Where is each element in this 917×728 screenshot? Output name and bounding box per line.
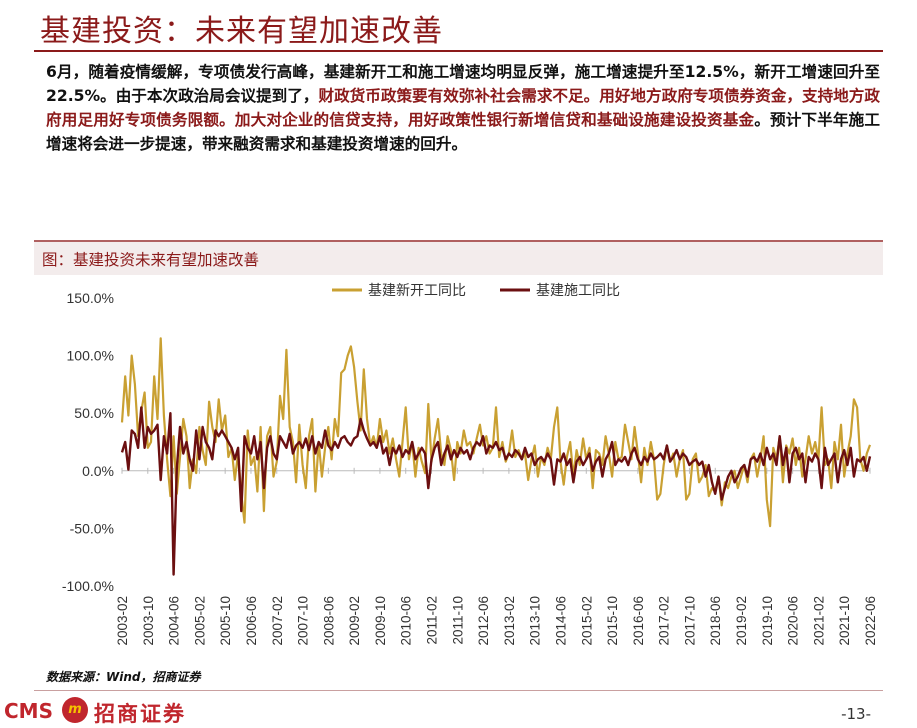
legend-item-construction-label: 基建施工同比 (536, 282, 620, 299)
x-tick-label: 2005-02 (192, 596, 207, 646)
data-source: 数据来源：Wind，招商证券 (46, 670, 201, 684)
figure-header: 图：基建投资未来有望加速改善 (34, 240, 883, 275)
x-tick-label: 2009-10 (373, 596, 388, 646)
x-tick-label: 2018-06 (708, 596, 723, 646)
cms-logo: CMS m 招商证券 (4, 697, 244, 726)
x-tick-label: 2003-10 (141, 596, 156, 646)
x-tick-label: 2017-10 (682, 596, 697, 646)
x-tick-label: 2017-02 (657, 596, 672, 646)
x-tick-label: 2014-06 (553, 596, 568, 646)
legend-item-new-start-label: 基建新开工同比 (368, 282, 466, 299)
x-tick-label: 2012-06 (476, 596, 491, 646)
series-line-construction (120, 406, 872, 576)
x-tick-label: 2003-02 (115, 596, 130, 646)
x-tick-label: 2005-10 (218, 596, 233, 646)
y-tick-label: 150.0% (67, 290, 114, 306)
figure-title: 图：基建投资未来有望加速改善 (42, 251, 260, 269)
logo-chinese-text: 招商证券 (94, 701, 186, 726)
series-line-new-start (120, 337, 872, 528)
logo-latin-text: CMS (4, 699, 53, 723)
page-number: -13- (841, 705, 871, 723)
x-tick-label: 2009-02 (347, 596, 362, 646)
body-text-part-1: 6月，随着疫情缓解，专项债发行高峰，基建新开工和施工增速均明显反弹，施工增速提升… (46, 63, 880, 105)
x-tick-label: 2021-02 (811, 596, 826, 646)
title-divider (34, 50, 883, 52)
y-tick-label: -50.0% (70, 520, 114, 536)
page-title: 基建投资：未来有望加速改善 (40, 14, 443, 49)
x-tick-label: 2004-06 (167, 596, 182, 646)
x-tick-label: 2007-02 (270, 596, 285, 646)
body-paragraph: 6月，随着疫情缓解，专项债发行高峰，基建新开工和施工增速均明显反弹，施工增速提升… (46, 60, 880, 156)
x-tick-label: 2019-02 (734, 596, 749, 646)
x-tick-label: 2015-10 (605, 596, 620, 646)
x-tick-label: 2021-10 (837, 596, 852, 646)
y-tick-label: 100.0% (67, 348, 114, 364)
x-tick-label: 2006-06 (244, 596, 259, 646)
line-chart: 150.0% 100.0% 50.0% 0.0% -50.0% -100.0%2003-0… (62, 282, 878, 646)
x-tick-label: 2015-02 (579, 596, 594, 646)
x-tick-label: 2019-10 (760, 596, 775, 646)
x-tick-label: 2011-02 (425, 596, 440, 645)
x-tick-label: 2008-06 (321, 596, 336, 646)
x-tick-label: 2022-06 (863, 596, 878, 646)
y-tick-label: 50.0% (74, 405, 114, 421)
body-text-highlight: 财政货币政策要有效弥补社会需求不足。用好地方政府专项债券资金，支持地方政府用足用… (46, 87, 880, 129)
x-tick-label: 2007-10 (296, 596, 311, 646)
y-tick-label: -100.0% (62, 578, 114, 594)
logo-badge-icon: m (62, 697, 88, 723)
footer-divider (34, 690, 883, 691)
y-tick-label: 0.0% (82, 463, 114, 479)
x-tick-label: 2020-06 (786, 596, 801, 646)
body-text-part-3: 。预计下半年施工增速将会进一步提速，带来融资需求和基建投资增速的回升。 (46, 111, 880, 153)
x-tick-label: 2013-02 (502, 596, 517, 646)
x-tick-label: 2010-06 (399, 596, 414, 646)
x-tick-label: 2016-06 (631, 596, 646, 646)
x-tick-label: 2013-10 (528, 596, 543, 646)
x-tick-label: 2011-10 (450, 596, 465, 645)
chart-container: 150.0% 100.0% 50.0% 0.0% -50.0% -100.0% 2003-0… (34, 274, 883, 666)
